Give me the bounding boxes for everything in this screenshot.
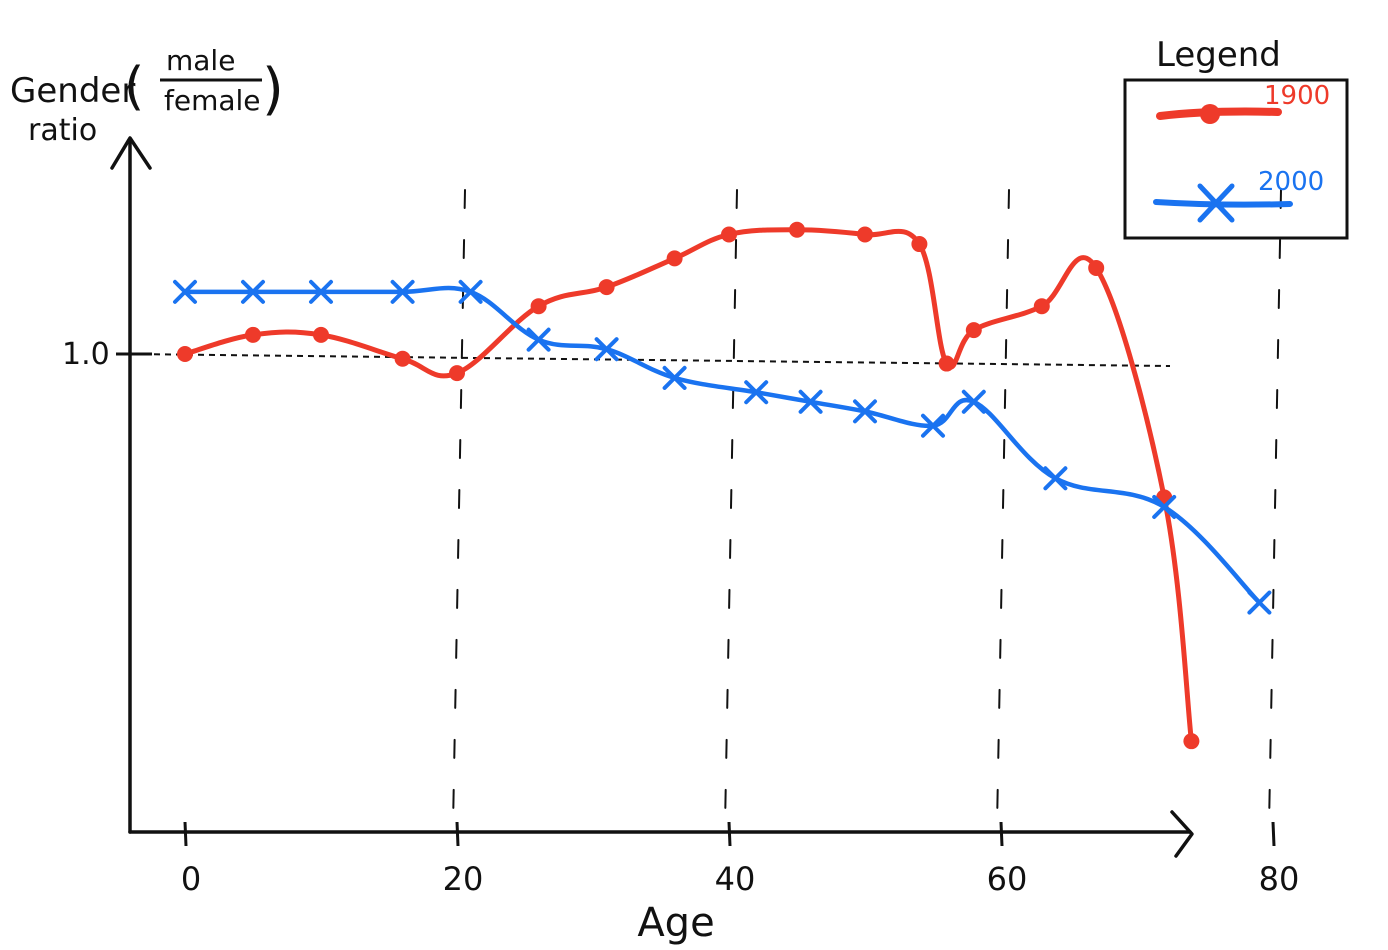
legend-marker-2000 bbox=[1197, 183, 1235, 223]
legend-swatch-2000 bbox=[1153, 199, 1293, 208]
data-point-1900-7 bbox=[666, 250, 683, 267]
legend-label-2000: 2000 bbox=[1258, 167, 1324, 197]
data-point-1900-11 bbox=[911, 236, 928, 253]
legend-marker-1900 bbox=[1200, 104, 1220, 124]
x-axis-arrowhead bbox=[1170, 810, 1194, 858]
data-point-2000-12 bbox=[961, 389, 986, 414]
data-point-2000-13 bbox=[1043, 466, 1068, 491]
y-axis-label-line2: ratio bbox=[28, 113, 97, 148]
data-point-1900-1 bbox=[245, 326, 261, 343]
legend-box bbox=[1123, 78, 1349, 240]
x-tick-60 bbox=[999, 821, 1004, 847]
data-point-1900-13 bbox=[965, 322, 982, 339]
data-point-2000-8 bbox=[744, 380, 769, 405]
data-point-1900-15 bbox=[1088, 259, 1105, 276]
data-point-2000-1 bbox=[241, 279, 265, 304]
data-point-2000-2 bbox=[309, 279, 333, 304]
y-tick-label-1: 1.0 bbox=[62, 337, 110, 372]
legend-entry-1900: 1900 bbox=[1156, 81, 1330, 124]
data-point-1900-9 bbox=[789, 221, 805, 238]
legend-entry-2000: 2000 bbox=[1153, 167, 1324, 223]
y-axis-label-fraction-numerator: male bbox=[166, 44, 235, 77]
vertical-guide-40 bbox=[724, 189, 738, 827]
x-tick-label-80: 80 bbox=[1259, 860, 1300, 898]
data-point-1900-12 bbox=[938, 355, 955, 372]
data-point-1900-8 bbox=[721, 226, 737, 243]
x-tick-0 bbox=[183, 821, 188, 847]
y-axis-label-fraction-denominator: female bbox=[164, 84, 261, 117]
reference-line-1 bbox=[131, 353, 1171, 367]
x-tick-40 bbox=[727, 821, 732, 847]
data-point-2000-7 bbox=[662, 365, 687, 390]
x-tick-80 bbox=[1271, 821, 1276, 847]
data-point-2000-10 bbox=[853, 399, 877, 424]
vertical-guide-80 bbox=[1268, 189, 1282, 827]
data-point-2000-9 bbox=[798, 389, 823, 414]
data-point-2000-5 bbox=[526, 327, 551, 352]
data-point-1900-10 bbox=[857, 226, 873, 243]
series-1900 bbox=[177, 221, 1200, 750]
data-point-2000-0 bbox=[173, 279, 197, 304]
x-axis-label: Age bbox=[637, 900, 714, 946]
series-2000 bbox=[173, 279, 1272, 615]
data-point-2000-3 bbox=[390, 279, 415, 304]
x-tick-label-0: 0 bbox=[181, 860, 201, 898]
data-point-1900-4 bbox=[449, 365, 465, 382]
data-point-2000-11 bbox=[921, 413, 945, 438]
data-point-2000-6 bbox=[594, 337, 619, 362]
data-point-1900-14 bbox=[1033, 298, 1050, 315]
data-point-2000-4 bbox=[458, 279, 483, 304]
data-point-1900-6 bbox=[598, 279, 615, 296]
data-point-2000-15 bbox=[1247, 590, 1272, 615]
legend-label-1900: 1900 bbox=[1264, 81, 1330, 111]
y-axis-label-paren-close: ) bbox=[262, 57, 284, 122]
vertical-guide-60 bbox=[996, 189, 1010, 827]
legend-title: Legend bbox=[1156, 35, 1281, 75]
x-tick-label-40: 40 bbox=[715, 860, 756, 898]
data-point-1900-3 bbox=[394, 350, 411, 367]
vertical-guide-20 bbox=[452, 189, 466, 827]
data-point-1900-2 bbox=[313, 326, 329, 343]
data-point-1900-5 bbox=[530, 298, 547, 315]
x-tick-label-60: 60 bbox=[987, 860, 1028, 898]
y-axis-label-paren-open: ( bbox=[124, 57, 144, 117]
series-layer bbox=[173, 221, 1272, 750]
data-point-1900-17 bbox=[1183, 733, 1200, 750]
x-tick-20 bbox=[455, 821, 460, 847]
y-axis-arrowhead bbox=[110, 136, 152, 170]
x-tick-label-20: 20 bbox=[443, 860, 484, 898]
data-point-1900-0 bbox=[177, 346, 193, 362]
y-axis-label-line1: Gender bbox=[10, 71, 135, 111]
series-line-2000 bbox=[182, 285, 1262, 605]
data-point-2000-14 bbox=[1152, 494, 1177, 519]
